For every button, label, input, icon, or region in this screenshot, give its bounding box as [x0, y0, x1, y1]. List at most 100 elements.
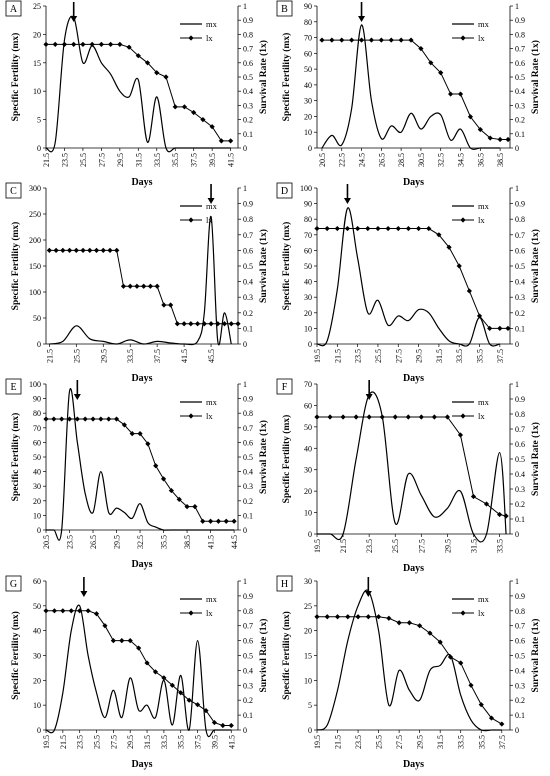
- x-tick-label: 23.5: [76, 735, 85, 749]
- series-lx-point: [334, 614, 341, 620]
- y-right-tick-label: 0.4: [515, 666, 525, 675]
- y-left-tick-label: 0: [37, 144, 41, 153]
- series-lx-point: [43, 608, 49, 614]
- series-lx-point: [415, 225, 422, 232]
- legend-mx-label: mx: [478, 397, 490, 407]
- y-right-axis-label: Survival Rate (1x): [258, 619, 269, 693]
- y-right-tick-label: 0.4: [243, 278, 253, 287]
- series-lx-point: [181, 104, 188, 110]
- y-left-tick-label: 10: [304, 324, 312, 333]
- y-right-axis-label: Survival Rate (1x): [530, 229, 541, 303]
- series-lx-point: [135, 53, 141, 59]
- panel-f: F 0 10 20 30 40 50 60 70 0 0.1 0.2 0.3 0.4 0.5 0.6 0.7 0.…: [276, 378, 541, 574]
- y-right-tick-label: 0.7: [515, 425, 525, 434]
- series-lx-point: [127, 638, 133, 644]
- series-lx-point: [446, 244, 452, 250]
- series-lx-point: [483, 501, 490, 507]
- y-left-tick-label: 30: [33, 652, 41, 661]
- y-right-tick-label: 0.9: [243, 200, 253, 209]
- y-left-axis-label: Specific Fertility (mx): [281, 415, 292, 504]
- y-right-tick-label: 1: [243, 184, 247, 193]
- series-lx-point: [100, 247, 106, 253]
- y-right-tick-label: 0.6: [243, 59, 253, 68]
- y-left-tick-label: 80: [304, 18, 312, 27]
- series-mx-line: [316, 589, 502, 732]
- series-lx-point: [436, 232, 442, 238]
- legend-mx-label: mx: [478, 19, 490, 29]
- y-left-axis-label: Specific Fertility (mx): [10, 33, 21, 122]
- y-left-tick-label: 25: [33, 2, 41, 11]
- series-lx-point: [144, 60, 151, 66]
- series-lx-point: [221, 321, 228, 327]
- series-lx-point: [487, 325, 493, 331]
- y-right-tick-label: 0: [243, 340, 247, 349]
- legend-mx-label: mx: [206, 201, 218, 211]
- series-lx-point: [366, 414, 372, 420]
- series-lx-point: [505, 136, 511, 143]
- y-left-tick-label: 50: [33, 453, 41, 462]
- series-lx-point: [405, 225, 412, 232]
- y-right-tick-label: 0.4: [243, 666, 253, 675]
- y-right-tick-label: 1: [515, 577, 519, 586]
- series-lx-point: [168, 302, 174, 308]
- series-lx-point: [470, 493, 477, 500]
- y-right-tick-label: 0.6: [243, 438, 253, 447]
- series-lx-line: [317, 416, 507, 517]
- y-left-tick-label: 60: [304, 246, 312, 255]
- y-left-tick-label: 30: [304, 466, 312, 475]
- y-right-tick-label: 0.9: [515, 16, 525, 25]
- y-right-tick-label: 0.3: [243, 101, 253, 110]
- series-lx-point: [73, 247, 79, 253]
- series-lx-point: [353, 414, 359, 420]
- y-right-tick-label: 0.8: [515, 30, 525, 39]
- y-left-tick-label: 50: [304, 423, 312, 432]
- panel-label-box: [5, 378, 22, 395]
- y-right-tick-label: 0.5: [515, 262, 525, 271]
- peak-arrow-icon: [358, 16, 366, 22]
- series-lx-point: [398, 37, 404, 43]
- y-left-tick-label: 40: [304, 81, 312, 90]
- panel-g: G 0 10 20 30 40 50 60 0 0.1 0.2 0.3 0.4 0.5 0.6 0.7 0.8 0…: [5, 575, 269, 770]
- x-tick-label: 39.5: [210, 735, 219, 749]
- legend-mx-label: mx: [206, 397, 218, 407]
- y-left-tick-label: 80: [33, 409, 41, 418]
- x-tick-label: 33.5: [496, 539, 505, 553]
- y-right-tick-label: 0.3: [243, 482, 253, 491]
- series-lx-point: [144, 660, 150, 666]
- series-lx-point: [228, 321, 234, 327]
- x-tick-label: 21.5: [339, 539, 348, 553]
- series-lx-point: [194, 321, 201, 327]
- x-tick-label: 23.5: [354, 349, 363, 363]
- series-lx-point: [68, 608, 74, 614]
- y-left-tick-label: 0: [37, 726, 41, 735]
- panel-label: B: [281, 4, 288, 15]
- series-lx-point: [137, 431, 143, 437]
- y-right-tick-label: 0: [515, 726, 519, 735]
- series-lx-point: [324, 614, 330, 620]
- y-left-tick-label: 80: [304, 215, 312, 224]
- panel-label: G: [10, 579, 17, 590]
- panel-label-box: [5, 182, 22, 199]
- series-lx-point: [497, 325, 503, 331]
- legend-lx-label: lx: [478, 33, 485, 43]
- x-tick-label: 23.5: [354, 735, 363, 749]
- y-left-tick-label: 0: [37, 340, 41, 349]
- x-tick-label: 21.5: [334, 735, 343, 749]
- y-left-tick-label: 40: [304, 444, 312, 453]
- y-right-tick-label: 0.1: [515, 130, 525, 139]
- y-left-tick-label: 10: [304, 676, 312, 685]
- x-tick-label: 19.5: [313, 349, 322, 363]
- series-lx-point: [503, 513, 509, 519]
- series-lx-point: [154, 283, 160, 289]
- series-lx-point: [392, 414, 398, 420]
- y-left-tick-label: 30: [304, 293, 312, 302]
- series-lx-point: [396, 620, 402, 626]
- series-lx-point: [349, 37, 355, 43]
- series-lx-point: [505, 325, 511, 331]
- x-tick-label: 20.5: [42, 535, 51, 549]
- y-right-tick-label: 0.1: [243, 324, 253, 333]
- y-right-tick-label: 0.8: [243, 409, 253, 418]
- x-tick-label: 35.5: [477, 735, 486, 749]
- x-tick-label: 35.5: [476, 349, 485, 363]
